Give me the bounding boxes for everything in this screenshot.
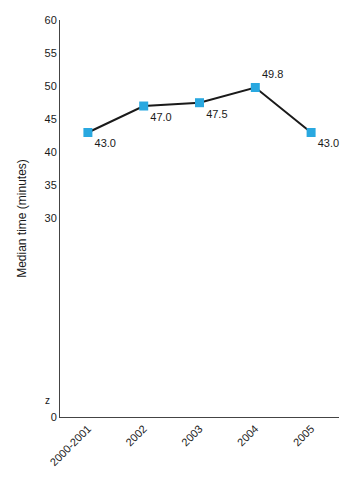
svg-text:47.0: 47.0 [150,111,171,123]
svg-text:30: 30 [45,212,57,224]
svg-text:45: 45 [45,113,57,125]
svg-text:60: 60 [45,14,57,26]
svg-text:2002: 2002 [123,423,149,449]
svg-text:43.0: 43.0 [318,137,339,149]
svg-text:55: 55 [45,47,57,59]
svg-text:Median time (minutes): Median time (minutes) [15,159,29,278]
svg-text:35: 35 [45,179,57,191]
svg-text:49.8: 49.8 [262,68,283,80]
svg-text:43.0: 43.0 [95,137,116,149]
svg-text:47.5: 47.5 [206,108,227,120]
svg-text:40: 40 [45,146,57,158]
svg-text:50: 50 [45,80,57,92]
svg-text:2004: 2004 [235,423,261,449]
svg-text:z: z [45,395,50,406]
svg-text:2003: 2003 [179,423,205,449]
svg-text:2005: 2005 [291,423,317,449]
svg-text:0: 0 [51,411,57,423]
svg-text:2000-2001: 2000-2001 [48,423,94,469]
